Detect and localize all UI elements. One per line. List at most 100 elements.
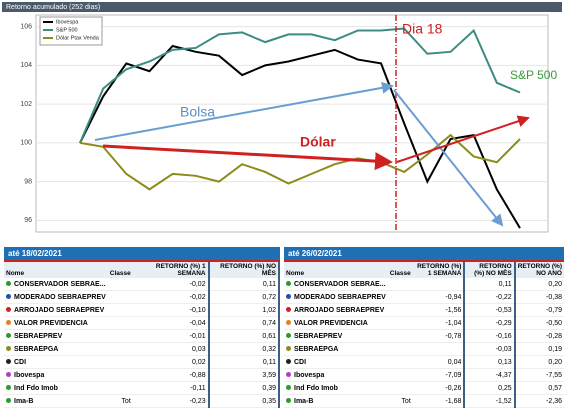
cell: 0,61 xyxy=(207,329,281,343)
cell-text: -0,53 xyxy=(495,306,512,314)
cell-text: -7,55 xyxy=(546,371,562,379)
column-header: RETORNO (%) NO ANO xyxy=(514,262,564,278)
series-line xyxy=(79,133,521,191)
cell-text: ARROJADO SEBRAEPREV xyxy=(14,306,105,314)
cell-text: MODERADO SEBRAEPREV xyxy=(14,293,106,301)
arrow xyxy=(396,115,530,163)
table-title: até 18/02/2021 xyxy=(4,247,280,262)
annotation: Bolsa xyxy=(180,104,215,120)
cell-text: -0,29 xyxy=(495,319,512,327)
cell xyxy=(387,290,413,304)
cell-text: 0,11 xyxy=(262,280,276,288)
cell: -0,28 xyxy=(514,329,564,343)
cell xyxy=(107,329,133,343)
row-dot xyxy=(286,332,291,338)
cell: Ima-B xyxy=(284,394,388,408)
cell: SEBRAEPGA xyxy=(284,342,388,356)
row-dot xyxy=(6,280,11,286)
column-header: Classe xyxy=(387,262,413,278)
cell xyxy=(107,290,133,304)
row-dot xyxy=(6,384,11,390)
cell xyxy=(107,303,133,317)
cell-text: 0,02 xyxy=(191,358,206,366)
arrow xyxy=(393,89,504,227)
legend-label: S&P 500 xyxy=(56,27,78,33)
cell xyxy=(107,278,133,291)
cell-text: -4,37 xyxy=(495,371,512,379)
row-dot xyxy=(6,306,11,312)
cell: CDI xyxy=(284,355,388,369)
y-tick-label: 102 xyxy=(20,101,32,108)
cell-text: Ibovespa xyxy=(14,371,45,379)
cell: Ima-B xyxy=(4,394,108,408)
cell-text: -0,02 xyxy=(189,293,206,301)
row-dot xyxy=(6,371,11,377)
cell: Ibovespa xyxy=(284,368,388,382)
cell: Ind Fdo Imob xyxy=(4,381,108,395)
series-line xyxy=(79,27,521,144)
cell-text: 0,35 xyxy=(262,397,276,405)
cell xyxy=(387,316,413,330)
chart: Retorno acumulado (252 dias) Dia 18 S&P … xyxy=(2,2,562,233)
cell: 0,74 xyxy=(207,316,281,330)
cell: CONSERVADOR SEBRAE... xyxy=(284,278,388,291)
cell: -2,36 xyxy=(514,394,564,408)
cell: Ibovespa xyxy=(4,368,108,382)
cell-text: -1,56 xyxy=(445,306,462,314)
cell: -0,16 xyxy=(463,329,516,343)
annotation: S&P 500 xyxy=(510,68,557,82)
cell xyxy=(387,329,413,343)
cell-text: -0,22 xyxy=(495,293,512,301)
cell-text: -0,38 xyxy=(546,293,562,301)
cell-text: VALOR PREVIDENCIA xyxy=(294,319,368,327)
cell-text: CDI xyxy=(294,358,307,366)
annotation: Dólar xyxy=(300,134,336,150)
table: até 26/02/2021 Nome Classe RETORNO (%) 1 SE… xyxy=(284,247,564,408)
cell: ARROJADO SEBRAEPREV xyxy=(284,303,388,317)
cell-text: -0,04 xyxy=(189,319,206,327)
cell: -7,55 xyxy=(514,368,564,382)
cell: Tot xyxy=(107,394,133,408)
cell-text: 0,61 xyxy=(262,332,276,340)
column-header: Nome xyxy=(4,262,108,278)
cell: MODERADO SEBRAEPREV xyxy=(284,290,388,304)
cell-text: Ima-B xyxy=(14,397,34,405)
cell-text: 0,04 xyxy=(447,358,462,366)
row-dot xyxy=(286,306,291,312)
cell: -0,02 xyxy=(132,290,209,304)
cell: 0,25 xyxy=(463,381,516,395)
grid: Nome Classe RETORNO (%) 1 SEMANA RETORNO (%… xyxy=(284,262,564,408)
row-dot xyxy=(286,280,291,286)
cell-text: Tot xyxy=(121,397,131,405)
row-dot xyxy=(286,371,291,377)
cell-text: 0,20 xyxy=(548,280,562,288)
cell: CDI xyxy=(4,355,108,369)
cell-text: -1,52 xyxy=(495,397,512,405)
cell-text: Ibovespa xyxy=(294,371,325,379)
y-tick-label: 98 xyxy=(24,178,32,185)
cell xyxy=(107,355,133,369)
cell-text: -0,94 xyxy=(445,293,462,301)
cell: ARROJADO SEBRAEPREV xyxy=(4,303,108,317)
cell: 0,11 xyxy=(463,278,516,291)
cell: -0,53 xyxy=(463,303,516,317)
cell: SEBRAEPREV xyxy=(4,329,108,343)
cell: 0,72 xyxy=(207,290,281,304)
cell: -0,04 xyxy=(132,316,209,330)
cell xyxy=(107,368,133,382)
cell-text: -0,50 xyxy=(546,319,562,327)
row-dot xyxy=(286,293,291,299)
y-tick-label: 104 xyxy=(20,62,32,69)
cell: -0,38 xyxy=(514,290,564,304)
cell: -0,50 xyxy=(514,316,564,330)
cell xyxy=(387,381,413,395)
cell: -0,22 xyxy=(463,290,516,304)
cell: SEBRAEPGA xyxy=(4,342,108,356)
cell-text: 0,74 xyxy=(262,319,276,327)
cell: 1,02 xyxy=(207,303,281,317)
cell-text: -0,79 xyxy=(546,306,562,314)
cell: VALOR PREVIDENCIA xyxy=(4,316,108,330)
cell xyxy=(107,381,133,395)
cell xyxy=(387,355,413,369)
cell: -0,23 xyxy=(132,394,209,408)
